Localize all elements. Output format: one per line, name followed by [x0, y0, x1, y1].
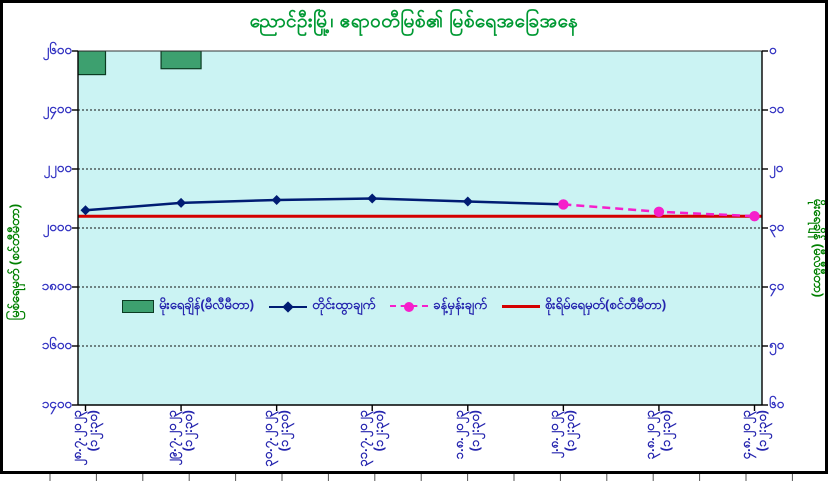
rainfall-bars [78, 51, 202, 76]
forecast-line [558, 199, 760, 222]
